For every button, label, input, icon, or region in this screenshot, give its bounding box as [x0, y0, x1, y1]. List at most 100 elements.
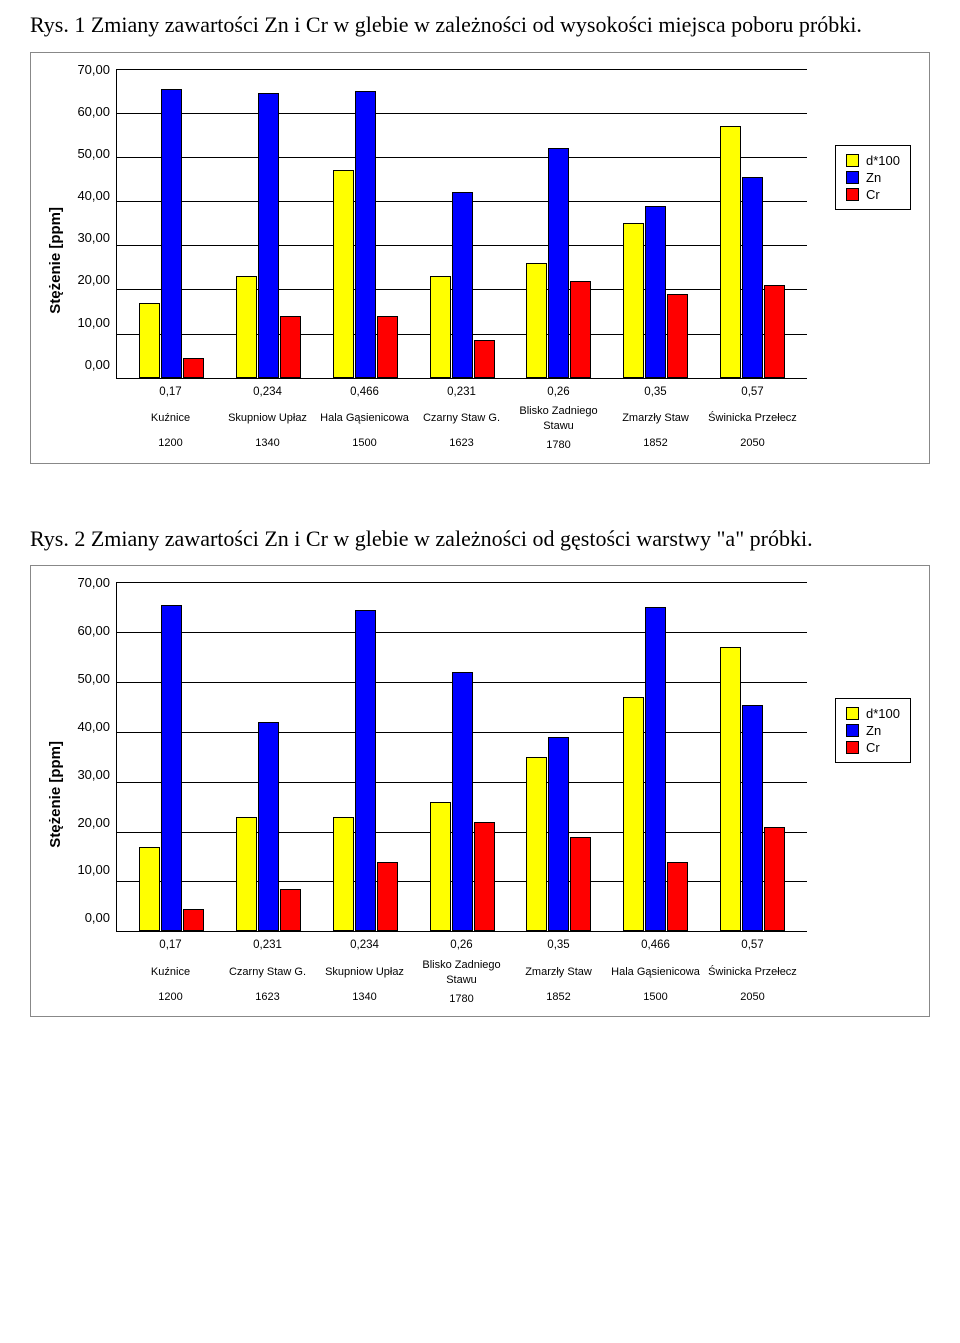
x-row1: 0,26: [413, 938, 510, 954]
x-row2: Zmarzły Staw: [510, 958, 607, 986]
x-row2: Blisko Zadniego Stawu: [510, 404, 607, 434]
bar-Cr: [570, 281, 591, 378]
chart2-caption: Rys. 2 Zmiany zawartości Zn i Cr w glebi…: [30, 524, 930, 554]
bar-d100: [236, 817, 257, 932]
chart2-yticks: 0,0010,0020,0030,0040,0050,0060,0070,00: [68, 575, 116, 925]
x-row3: 1780: [510, 438, 607, 453]
x-row3: 1852: [510, 990, 607, 1005]
x-row1: 0,231: [413, 385, 510, 401]
bar-group: [123, 582, 220, 931]
ytick-label: 10,00: [68, 315, 110, 330]
chart1-frame: Stężenie [ppm] 0,0010,0020,0030,0040,005…: [30, 52, 930, 464]
bar-d100: [526, 757, 547, 932]
bar-group: [317, 582, 414, 931]
bar-Cr: [474, 340, 495, 378]
bar-group: [123, 69, 220, 378]
bar-Zn: [742, 705, 763, 932]
bar-d100: [139, 847, 160, 932]
chart1-xaxis: 0,17Kuźnice12000,234Skupniow Upłaz13400,…: [116, 379, 807, 453]
x-row2: Czarny Staw G.: [413, 404, 510, 432]
x-row3: 1623: [413, 436, 510, 451]
bar-Cr: [280, 889, 301, 931]
x-row1: 0,17: [122, 385, 219, 401]
x-row3: 1780: [413, 992, 510, 1007]
x-row1: 0,234: [316, 938, 413, 954]
x-row2: Zmarzły Staw: [607, 404, 704, 432]
ytick-label: 40,00: [68, 188, 110, 203]
bar-Cr: [280, 316, 301, 378]
chart2-plot-area: [116, 582, 807, 932]
legend-label: Cr: [866, 187, 880, 202]
chart1-caption: Rys. 1 Zmiany zawartości Zn i Cr w glebi…: [30, 10, 930, 40]
ytick-label: 60,00: [68, 623, 110, 638]
x-group-label: 0,231Czarny Staw G.1623: [219, 932, 316, 1006]
bar-Zn: [161, 89, 182, 378]
x-row1: 0,17: [122, 938, 219, 954]
ytick-label: 30,00: [68, 230, 110, 245]
x-row2: Świnicka Przełecz: [704, 958, 801, 986]
x-group-label: 0,466 Hala Gąsienicowa 1500: [607, 932, 704, 1006]
x-group-label: 0,17 Kuźnice 1200: [122, 379, 219, 453]
bar-Cr: [570, 837, 591, 932]
x-group-label: 0,57 Świnicka Przełecz 2050: [704, 932, 801, 1006]
chart1-yticks: 0,0010,0020,0030,0040,0050,0060,0070,00: [68, 62, 116, 372]
x-group-label: 0,26Blisko Zadniego Stawu1780: [413, 932, 510, 1006]
x-row2: Świnicka Przełecz: [704, 404, 801, 432]
legend-item: Cr: [846, 739, 900, 756]
bar-Cr: [764, 827, 785, 932]
bar-group: [317, 69, 414, 378]
bar-d100: [623, 223, 644, 378]
x-row1: 0,466: [607, 938, 704, 954]
x-group-label: 0,35Zmarzły Staw1852: [607, 379, 704, 453]
x-row2: Skupniow Upłaz: [316, 958, 413, 986]
x-group-label: 0,466Hala Gąsienicowa1500: [316, 379, 413, 453]
x-row3: 1623: [219, 990, 316, 1005]
x-row3: 1200: [122, 990, 219, 1005]
ytick-label: 20,00: [68, 815, 110, 830]
x-row3: 2050: [704, 990, 801, 1005]
ytick-label: 0,00: [68, 357, 110, 372]
x-row2: Kuźnice: [122, 404, 219, 432]
x-row1: 0,57: [704, 938, 801, 954]
bar-Cr: [183, 358, 204, 378]
x-row1: 0,234: [219, 385, 316, 401]
bar-Zn: [258, 722, 279, 931]
x-row3: 2050: [704, 436, 801, 451]
bar-d100: [526, 263, 547, 378]
bar-d100: [720, 126, 741, 378]
legend-swatch: [846, 154, 859, 167]
bar-group: [414, 582, 511, 931]
bar-Zn: [452, 672, 473, 931]
ytick-label: 10,00: [68, 862, 110, 877]
chart1-legend: d*100ZnCr: [835, 145, 911, 210]
x-row3: 1340: [219, 436, 316, 451]
chart1-bars: [117, 69, 807, 378]
x-row1: 0,57: [704, 385, 801, 401]
bar-group: [414, 69, 511, 378]
bar-Zn: [742, 177, 763, 378]
x-row3: 1340: [316, 990, 413, 1005]
bar-Cr: [667, 294, 688, 378]
x-group-label: 0,26Blisko Zadniego Stawu1780: [510, 379, 607, 453]
bar-d100: [139, 303, 160, 378]
ytick-label: 50,00: [68, 671, 110, 686]
bar-group: [220, 582, 317, 931]
legend-item: Zn: [846, 722, 900, 739]
ytick-label: 30,00: [68, 767, 110, 782]
x-row2: Hala Gąsienicowa: [607, 958, 704, 986]
legend-label: Cr: [866, 740, 880, 755]
ytick-label: 70,00: [68, 62, 110, 77]
ytick-label: 70,00: [68, 575, 110, 590]
bar-group: [510, 69, 607, 378]
x-row3: 1200: [122, 436, 219, 451]
bar-Zn: [355, 91, 376, 378]
chart1-plot-area: [116, 69, 807, 379]
legend-swatch: [846, 707, 859, 720]
legend-label: Zn: [866, 170, 881, 185]
x-row2: Skupniow Upłaz: [219, 404, 316, 432]
legend-item: Zn: [846, 169, 900, 186]
x-row3: 1500: [607, 990, 704, 1005]
x-row2: Hala Gąsienicowa: [316, 404, 413, 432]
bar-group: [704, 69, 801, 378]
legend-swatch: [846, 171, 859, 184]
